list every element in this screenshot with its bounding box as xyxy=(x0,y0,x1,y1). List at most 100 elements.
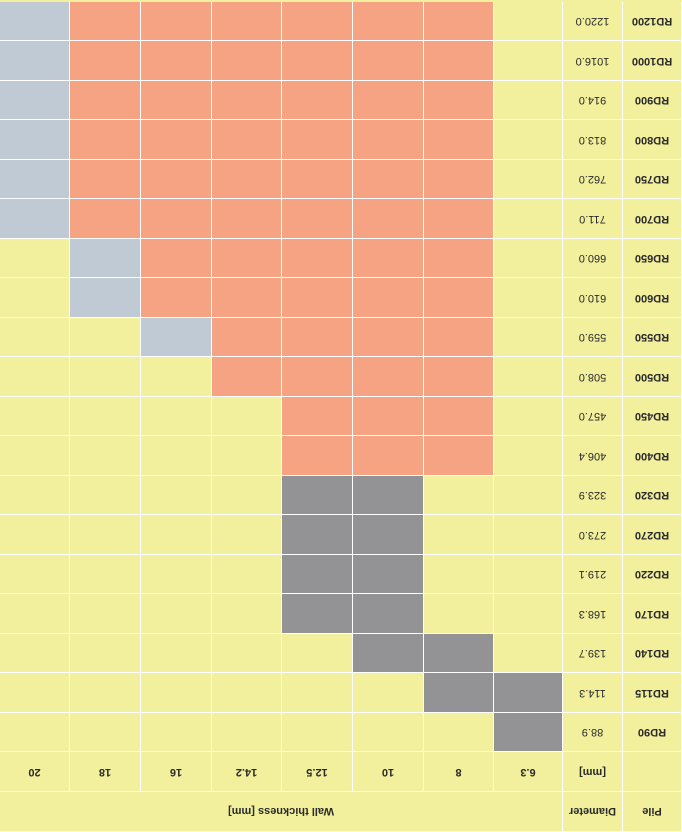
pile-name: RD115 xyxy=(623,673,682,713)
availability-cell xyxy=(141,436,212,476)
availability-cell xyxy=(282,713,353,753)
availability-cell xyxy=(494,634,563,674)
availability-cell xyxy=(424,397,494,437)
availability-cell xyxy=(353,357,424,397)
availability-cell xyxy=(141,120,212,160)
availability-cell xyxy=(0,357,70,397)
diameter-value: 219.1 xyxy=(563,555,623,595)
availability-cell xyxy=(70,634,141,674)
thickness-header: 16 xyxy=(141,752,212,792)
availability-cell xyxy=(494,555,563,595)
availability-cell xyxy=(494,160,563,200)
availability-cell xyxy=(70,318,141,358)
availability-cell xyxy=(0,515,70,555)
availability-cell xyxy=(141,2,212,42)
availability-cell xyxy=(0,318,70,358)
availability-cell xyxy=(424,476,494,516)
availability-cell xyxy=(424,357,494,397)
availability-cell xyxy=(141,594,212,634)
availability-cell xyxy=(424,81,494,121)
availability-cell xyxy=(424,673,494,713)
pile-name: RD320 xyxy=(623,476,682,516)
thickness-header: 8 xyxy=(424,752,494,792)
availability-cell xyxy=(353,2,424,42)
availability-cell xyxy=(282,594,353,634)
pile-name: RD800 xyxy=(623,120,682,160)
diameter-value: 559.0 xyxy=(563,318,623,358)
diameter-value: 914.0 xyxy=(563,81,623,121)
availability-cell xyxy=(0,634,70,674)
diameter-unit: [mm] xyxy=(563,752,623,792)
availability-cell xyxy=(494,41,563,81)
availability-cell xyxy=(494,199,563,239)
availability-cell xyxy=(141,397,212,437)
pile-name: RD450 xyxy=(623,397,682,437)
availability-cell xyxy=(141,278,212,318)
availability-cell xyxy=(494,515,563,555)
availability-cell xyxy=(282,160,353,200)
availability-cell xyxy=(282,81,353,121)
availability-cell xyxy=(424,634,494,674)
availability-cell xyxy=(494,436,563,476)
availability-cell xyxy=(70,713,141,753)
availability-cell xyxy=(0,278,70,318)
availability-cell xyxy=(141,318,212,358)
availability-cell xyxy=(282,239,353,279)
availability-cell xyxy=(141,41,212,81)
availability-cell xyxy=(0,397,70,437)
availability-cell xyxy=(282,318,353,358)
availability-cell xyxy=(0,41,70,81)
availability-cell xyxy=(282,555,353,595)
availability-cell xyxy=(353,318,424,358)
diameter-value: 508.0 xyxy=(563,357,623,397)
pile-name: RD1000 xyxy=(623,41,682,81)
availability-cell xyxy=(353,81,424,121)
availability-cell xyxy=(0,239,70,279)
availability-cell xyxy=(282,397,353,437)
pile-name: RD220 xyxy=(623,555,682,595)
availability-cell xyxy=(141,515,212,555)
availability-cell xyxy=(70,120,141,160)
availability-cell xyxy=(282,436,353,476)
diameter-value: 762.0 xyxy=(563,160,623,200)
availability-cell xyxy=(282,199,353,239)
availability-cell xyxy=(353,436,424,476)
availability-cell xyxy=(212,357,282,397)
availability-cell xyxy=(0,120,70,160)
availability-cell xyxy=(212,713,282,753)
availability-cell xyxy=(212,199,282,239)
availability-cell xyxy=(353,199,424,239)
availability-cell xyxy=(70,239,141,279)
availability-cell xyxy=(0,555,70,595)
availability-cell xyxy=(0,199,70,239)
thickness-header: 18 xyxy=(70,752,141,792)
availability-cell xyxy=(70,2,141,42)
availability-cell xyxy=(353,160,424,200)
availability-cell xyxy=(212,278,282,318)
pile-name: RD90 xyxy=(623,713,682,753)
availability-cell xyxy=(212,239,282,279)
availability-cell xyxy=(70,357,141,397)
availability-cell xyxy=(494,2,563,42)
availability-cell xyxy=(70,160,141,200)
availability-cell xyxy=(141,673,212,713)
availability-cell xyxy=(494,594,563,634)
pile-unit-cell xyxy=(623,752,682,792)
availability-cell xyxy=(282,357,353,397)
diameter-value: 114.3 xyxy=(563,673,623,713)
availability-cell xyxy=(141,199,212,239)
availability-cell xyxy=(424,515,494,555)
availability-cell xyxy=(70,476,141,516)
diameter-value: 273.0 xyxy=(563,515,623,555)
availability-cell xyxy=(424,2,494,42)
availability-cell xyxy=(141,713,212,753)
pile-name: RD550 xyxy=(623,318,682,358)
availability-cell xyxy=(282,120,353,160)
diameter-value: 323.9 xyxy=(563,476,623,516)
availability-cell xyxy=(212,634,282,674)
availability-cell xyxy=(0,673,70,713)
thickness-header: 10 xyxy=(353,752,424,792)
pile-name: RD750 xyxy=(623,160,682,200)
availability-cell xyxy=(424,160,494,200)
availability-cell xyxy=(212,397,282,437)
